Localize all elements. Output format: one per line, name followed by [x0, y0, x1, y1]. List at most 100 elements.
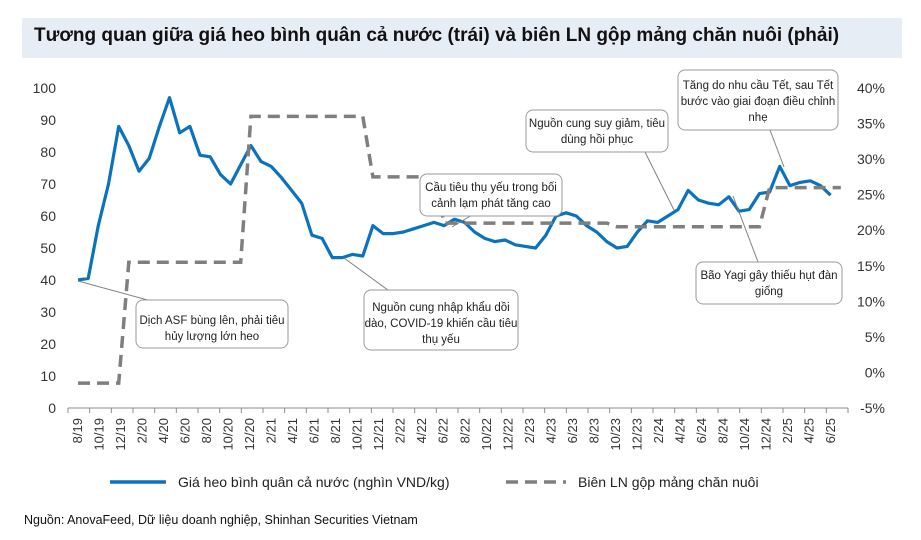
callout-text: dùng hồi phục [561, 134, 634, 146]
x-tick-label: 12/19 [113, 418, 128, 451]
callout-text: bước vào giai đoạn điều chỉnh [681, 96, 836, 108]
x-tick-label: 2/24 [651, 418, 666, 443]
y-right-tick-label: 30% [857, 151, 885, 167]
x-tick-label: 2/25 [780, 418, 795, 443]
legend: Giá heo bình quân cả nước (nghìn VND/kg)… [110, 474, 759, 490]
legend-label-price: Giá heo bình quân cả nước (nghìn VND/kg) [178, 474, 449, 490]
y-left-tick-label: 20 [40, 336, 56, 352]
callout-box [695, 261, 843, 305]
y-right-tick-label: 0% [865, 364, 885, 380]
callout-text: thụ yếu [422, 334, 460, 346]
callout-1: Dịch ASF bùng lên, phải tiêu hủy lượng lớ… [77, 280, 289, 349]
x-tick-label: 6/20 [178, 418, 193, 443]
y-left-tick-label: 80 [40, 144, 56, 160]
y-axis-right: -5% 0% 5% 10% 15% 20% 25% 30% 35% 40% [857, 80, 885, 416]
callout-leader [732, 195, 759, 263]
x-tick-label: 6/23 [565, 418, 580, 443]
callout-text: Cầu tiêu thụ yếu trong bối [425, 182, 557, 194]
y-left-tick-label: 100 [33, 80, 57, 96]
y-right-tick-label: 35% [857, 116, 885, 132]
callout-box [677, 69, 839, 131]
source-note: Nguồn: AnovaFeed, Dữ liệu doanh nghiệp, … [24, 513, 418, 527]
x-tick-label: 6/22 [436, 418, 451, 443]
x-tick-label: 6/24 [694, 418, 709, 443]
callout-4: Nguồn cung suy giảm, tiêu dùng hồi phục [525, 109, 675, 211]
x-tick-label: 4/21 [285, 418, 300, 443]
y-left-tick-label: 90 [40, 112, 56, 128]
x-tick-label: 2/20 [135, 418, 150, 443]
x-tick-label: 8/19 [70, 418, 85, 443]
x-tick-label: 2/21 [264, 418, 279, 443]
callout-leader [77, 280, 156, 303]
y-left-tick-label: 0 [48, 400, 56, 416]
callout-text: nhẹ [748, 112, 767, 124]
x-tick-label: 8/23 [586, 418, 601, 443]
y-right-tick-label: 20% [857, 222, 885, 238]
callout-box [525, 109, 669, 153]
x-tick-label: 8/20 [199, 418, 214, 443]
callout-6: Bão Yagi gây thiếu hụt đàn giống [695, 195, 843, 305]
x-tick-label: 10/19 [92, 418, 107, 451]
y-right-tick-label: 40% [857, 80, 885, 96]
x-tick-label: 2/22 [393, 418, 408, 443]
x-tick-label: 12/23 [629, 418, 644, 451]
callout-text: cảnh lạm phát tăng cao [431, 198, 551, 210]
x-tick-label: 10/22 [479, 418, 494, 451]
x-tick-label: 4/22 [414, 418, 429, 443]
callout-text: Dịch ASF bùng lên, phải tiêu [139, 315, 284, 327]
callout-leader [343, 257, 393, 294]
x-tick-label: 12/21 [371, 418, 386, 451]
x-tick-label: 8/21 [328, 418, 343, 443]
x-tick-label: 12/24 [758, 418, 773, 451]
series-layer [77, 96, 841, 385]
x-tick-label: 4/24 [672, 418, 687, 443]
callout-text: Bão Yagi gây thiếu hụt đàn [700, 270, 837, 282]
chart-title-bar: Tương quan giữa giá heo bình quân cả nướ… [22, 18, 902, 58]
x-tick-label: 10/20 [221, 418, 236, 451]
y-left-tick-label: 10 [40, 368, 56, 384]
y-left-tick-label: 70 [40, 176, 56, 192]
x-tick-label: 8/22 [457, 418, 472, 443]
callout-box [419, 173, 563, 217]
x-axis: 8/19 10/19 12/19 2/20 4/20 6/20 8/20 10/20 12/20… [67, 407, 849, 451]
callout-leader [644, 151, 675, 211]
x-tick-label: 4/20 [156, 418, 171, 443]
callout-box [135, 299, 289, 349]
callout-text: hủy lượng lớn heo [165, 331, 259, 343]
price-series-line [77, 96, 832, 282]
y-right-tick-label: 10% [857, 293, 885, 309]
x-tick-label: 6/21 [307, 418, 322, 443]
y-left-tick-label: 40 [40, 272, 56, 288]
y-right-tick-label: 5% [865, 329, 885, 345]
callout-leader [769, 129, 785, 168]
y-right-tick-label: -5% [860, 400, 885, 416]
x-tick-label: 10/23 [608, 418, 623, 451]
y-axis-left: 0 10 20 30 40 50 60 70 80 90 100 [33, 80, 57, 416]
callout-text: Nguồn cung suy giảm, tiêu [529, 118, 665, 130]
callout-box [363, 289, 519, 351]
x-tick-label: 10/21 [350, 418, 365, 451]
callout-3: Cầu tiêu thụ yếu trong bối cảnh lạm phát … [419, 173, 563, 228]
y-left-tick-label: 50 [40, 240, 56, 256]
y-right-tick-label: 15% [857, 258, 885, 274]
x-tick-label: 10/24 [737, 418, 752, 451]
callout-5: Tăng do nhu cầu Tết, sau Tết bước vào gia… [677, 69, 839, 168]
legend-label-margin: Biên LN gộp mảng chăn nuôi [578, 474, 759, 490]
chart-title: Tương quan giữa giá heo bình quân cả nướ… [34, 25, 840, 46]
callout-text: Nguồn cung nhập khẩu dồi [372, 302, 509, 314]
callouts-layer: Dịch ASF bùng lên, phải tiêu hủy lượng lớ… [77, 69, 843, 351]
x-tick-label: 4/25 [801, 418, 816, 443]
x-tick-label: 12/20 [242, 418, 257, 451]
y-left-tick-label: 30 [40, 304, 56, 320]
callout-2: Nguồn cung nhập khẩu dồi dào, COVID-19 kh… [343, 257, 519, 351]
x-tick-label: 6/25 [823, 418, 838, 443]
x-tick-label: 4/23 [543, 418, 558, 443]
callout-text: dào, COVID-19 khiến cầu tiêu [365, 318, 518, 330]
x-tick-label: 12/22 [500, 418, 515, 451]
margin-series-line [78, 114, 841, 385]
x-tick-label: 2/23 [522, 418, 537, 443]
x-tick-label: 8/24 [715, 418, 730, 443]
y-left-tick-label: 60 [40, 208, 56, 224]
y-right-tick-label: 25% [857, 187, 885, 203]
